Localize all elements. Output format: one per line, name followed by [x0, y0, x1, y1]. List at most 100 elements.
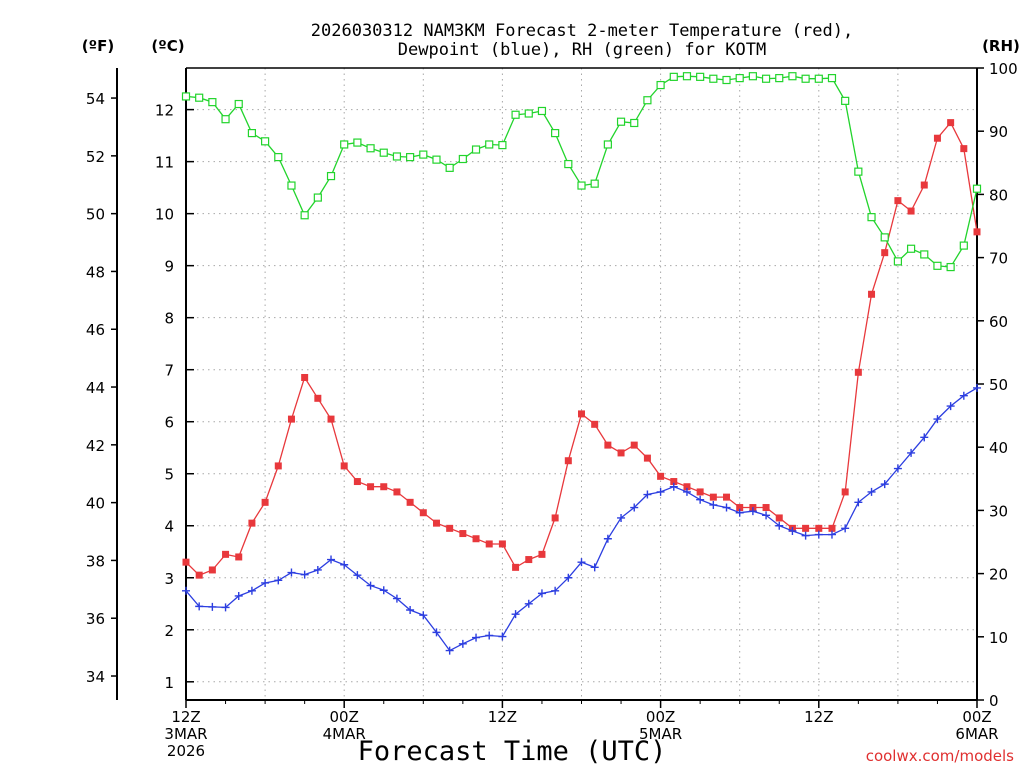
fahrenheit-tick-label: 34 — [86, 668, 105, 686]
dewpoint-point — [551, 586, 560, 595]
x-tick-label: 00Z — [330, 708, 359, 726]
dewpoint-point — [577, 558, 586, 567]
x-tick-label: 00Z — [962, 708, 991, 726]
rh-point — [682, 72, 692, 81]
dewpoint-point — [959, 391, 968, 400]
fahrenheit-tick-label: 48 — [86, 263, 105, 281]
temperature-point — [973, 228, 981, 236]
temperature-point — [340, 462, 348, 470]
temperature-point — [208, 566, 216, 574]
x-tick-label: 6MAR — [955, 725, 998, 743]
rh-point — [274, 153, 283, 162]
dewpoint-point — [696, 495, 705, 504]
temperature-point — [301, 373, 309, 381]
rh-point — [669, 72, 678, 81]
data-series — [181, 72, 982, 655]
x-tick-label: 12Z — [171, 708, 200, 726]
temperature-point — [235, 553, 243, 561]
rh-point — [340, 140, 349, 149]
dewpoint-point — [564, 573, 573, 582]
rh-point — [498, 141, 507, 150]
dewpoint-point — [432, 628, 441, 637]
dewpoint-point — [946, 402, 955, 411]
dewpoint-point — [801, 531, 810, 540]
rh-point — [287, 181, 296, 190]
dewpoint-point — [590, 563, 599, 572]
rh-tick-label: 100 — [989, 60, 1018, 78]
temperature-point — [841, 488, 849, 496]
rh-point — [933, 261, 942, 270]
celsius-tick-label: 2 — [164, 622, 174, 640]
fahrenheit-tick-label: 46 — [86, 321, 105, 339]
rh-point — [867, 213, 876, 222]
x-axis-title: Forecast Time (UTC) — [358, 736, 667, 767]
fahrenheit-tick-label: 52 — [86, 148, 105, 166]
rh-point — [326, 171, 336, 181]
dewpoint-point — [669, 482, 678, 491]
x-tick-label: 2026 — [167, 742, 205, 760]
dewpoint-point — [524, 599, 533, 608]
celsius-tick-label: 3 — [164, 570, 174, 588]
dewpoint-point — [788, 526, 797, 535]
rh-tick-label: 50 — [989, 376, 1008, 394]
dewpoint-point — [261, 578, 270, 587]
dewpoint-point — [498, 632, 507, 641]
rh-point — [379, 148, 388, 157]
rh-point — [630, 118, 639, 128]
temperature-point — [670, 478, 678, 486]
temperature-point — [287, 415, 295, 423]
rh-point — [946, 262, 955, 272]
temperature-point — [854, 368, 862, 376]
x-tick-label: 5MAR — [639, 725, 682, 743]
rh-point — [722, 75, 731, 85]
rh-point — [353, 138, 362, 147]
dewpoint-point — [867, 487, 876, 496]
fahrenheit-tick-label: 38 — [86, 552, 105, 570]
rh-point — [458, 154, 467, 164]
rh-point — [788, 72, 797, 81]
temperature-point — [459, 530, 467, 538]
temperature-point — [485, 540, 493, 548]
rh-point — [906, 244, 916, 253]
dewpoint-point — [893, 464, 902, 473]
rh-point — [893, 257, 903, 266]
series-temperature — [182, 119, 981, 579]
rh-point — [827, 74, 837, 83]
temperature-point — [604, 441, 612, 449]
dewpoint-point — [366, 581, 375, 590]
dewpoint-point — [287, 568, 296, 577]
temperature-point — [393, 488, 401, 496]
rh-point — [511, 110, 520, 119]
dewpoint-point — [630, 503, 639, 512]
temperature-point — [894, 197, 902, 205]
temperature-point — [327, 415, 335, 423]
dewpoint-point — [234, 591, 243, 600]
temperature-point — [920, 181, 928, 189]
series-rh — [181, 72, 982, 272]
x-tick-label: 00Z — [646, 708, 675, 726]
rh-point — [761, 74, 771, 83]
temperature-point — [525, 556, 533, 564]
rh-point — [972, 184, 982, 193]
temperature-point — [643, 454, 651, 462]
dewpoint-point — [762, 511, 771, 520]
rh-point — [313, 193, 322, 202]
axes: 3436384042444648505254123456789101112010… — [86, 60, 1018, 710]
rh-point — [234, 99, 243, 109]
rh-point — [577, 181, 586, 190]
temperature-point — [419, 509, 427, 517]
temperature-point — [512, 563, 520, 571]
temperature-point — [591, 420, 599, 428]
temperature-point — [195, 571, 203, 579]
celsius-tick-label: 1 — [164, 674, 174, 692]
rh-point — [419, 150, 428, 159]
temperature-point — [630, 441, 638, 449]
dewpoint-point — [827, 530, 836, 539]
series-dewpoint — [182, 383, 981, 655]
dewpoint-point — [300, 570, 309, 579]
rh-point — [208, 98, 217, 107]
celsius-tick-label: 10 — [155, 206, 174, 224]
dewpoint-point — [221, 603, 230, 612]
